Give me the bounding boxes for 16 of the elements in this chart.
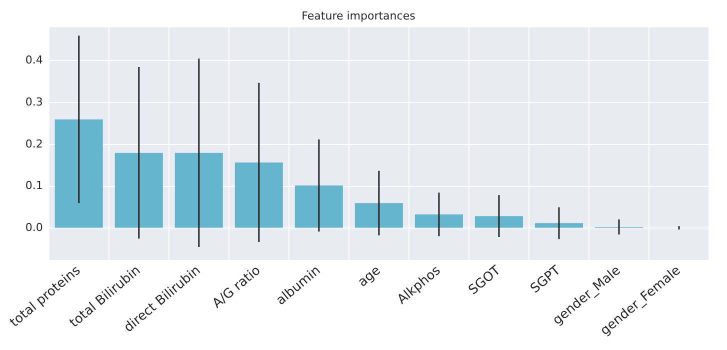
x-tick-label: age [355, 263, 384, 290]
bar [174, 152, 223, 228]
y-tick-label: 0.1 [25, 179, 43, 192]
bar [414, 214, 463, 228]
bar [294, 185, 343, 228]
bar [54, 119, 103, 228]
y-tick-label: 0.4 [25, 54, 43, 67]
bar [354, 203, 403, 228]
bar [114, 152, 163, 228]
y-tick-label: 0.3 [25, 95, 43, 108]
y-tick-label: 0.2 [25, 137, 43, 150]
bar [474, 216, 523, 228]
y-tick-label: 0.0 [25, 221, 43, 234]
bar [534, 223, 583, 228]
bar [234, 162, 283, 228]
chart-title: Feature importances [302, 9, 416, 22]
